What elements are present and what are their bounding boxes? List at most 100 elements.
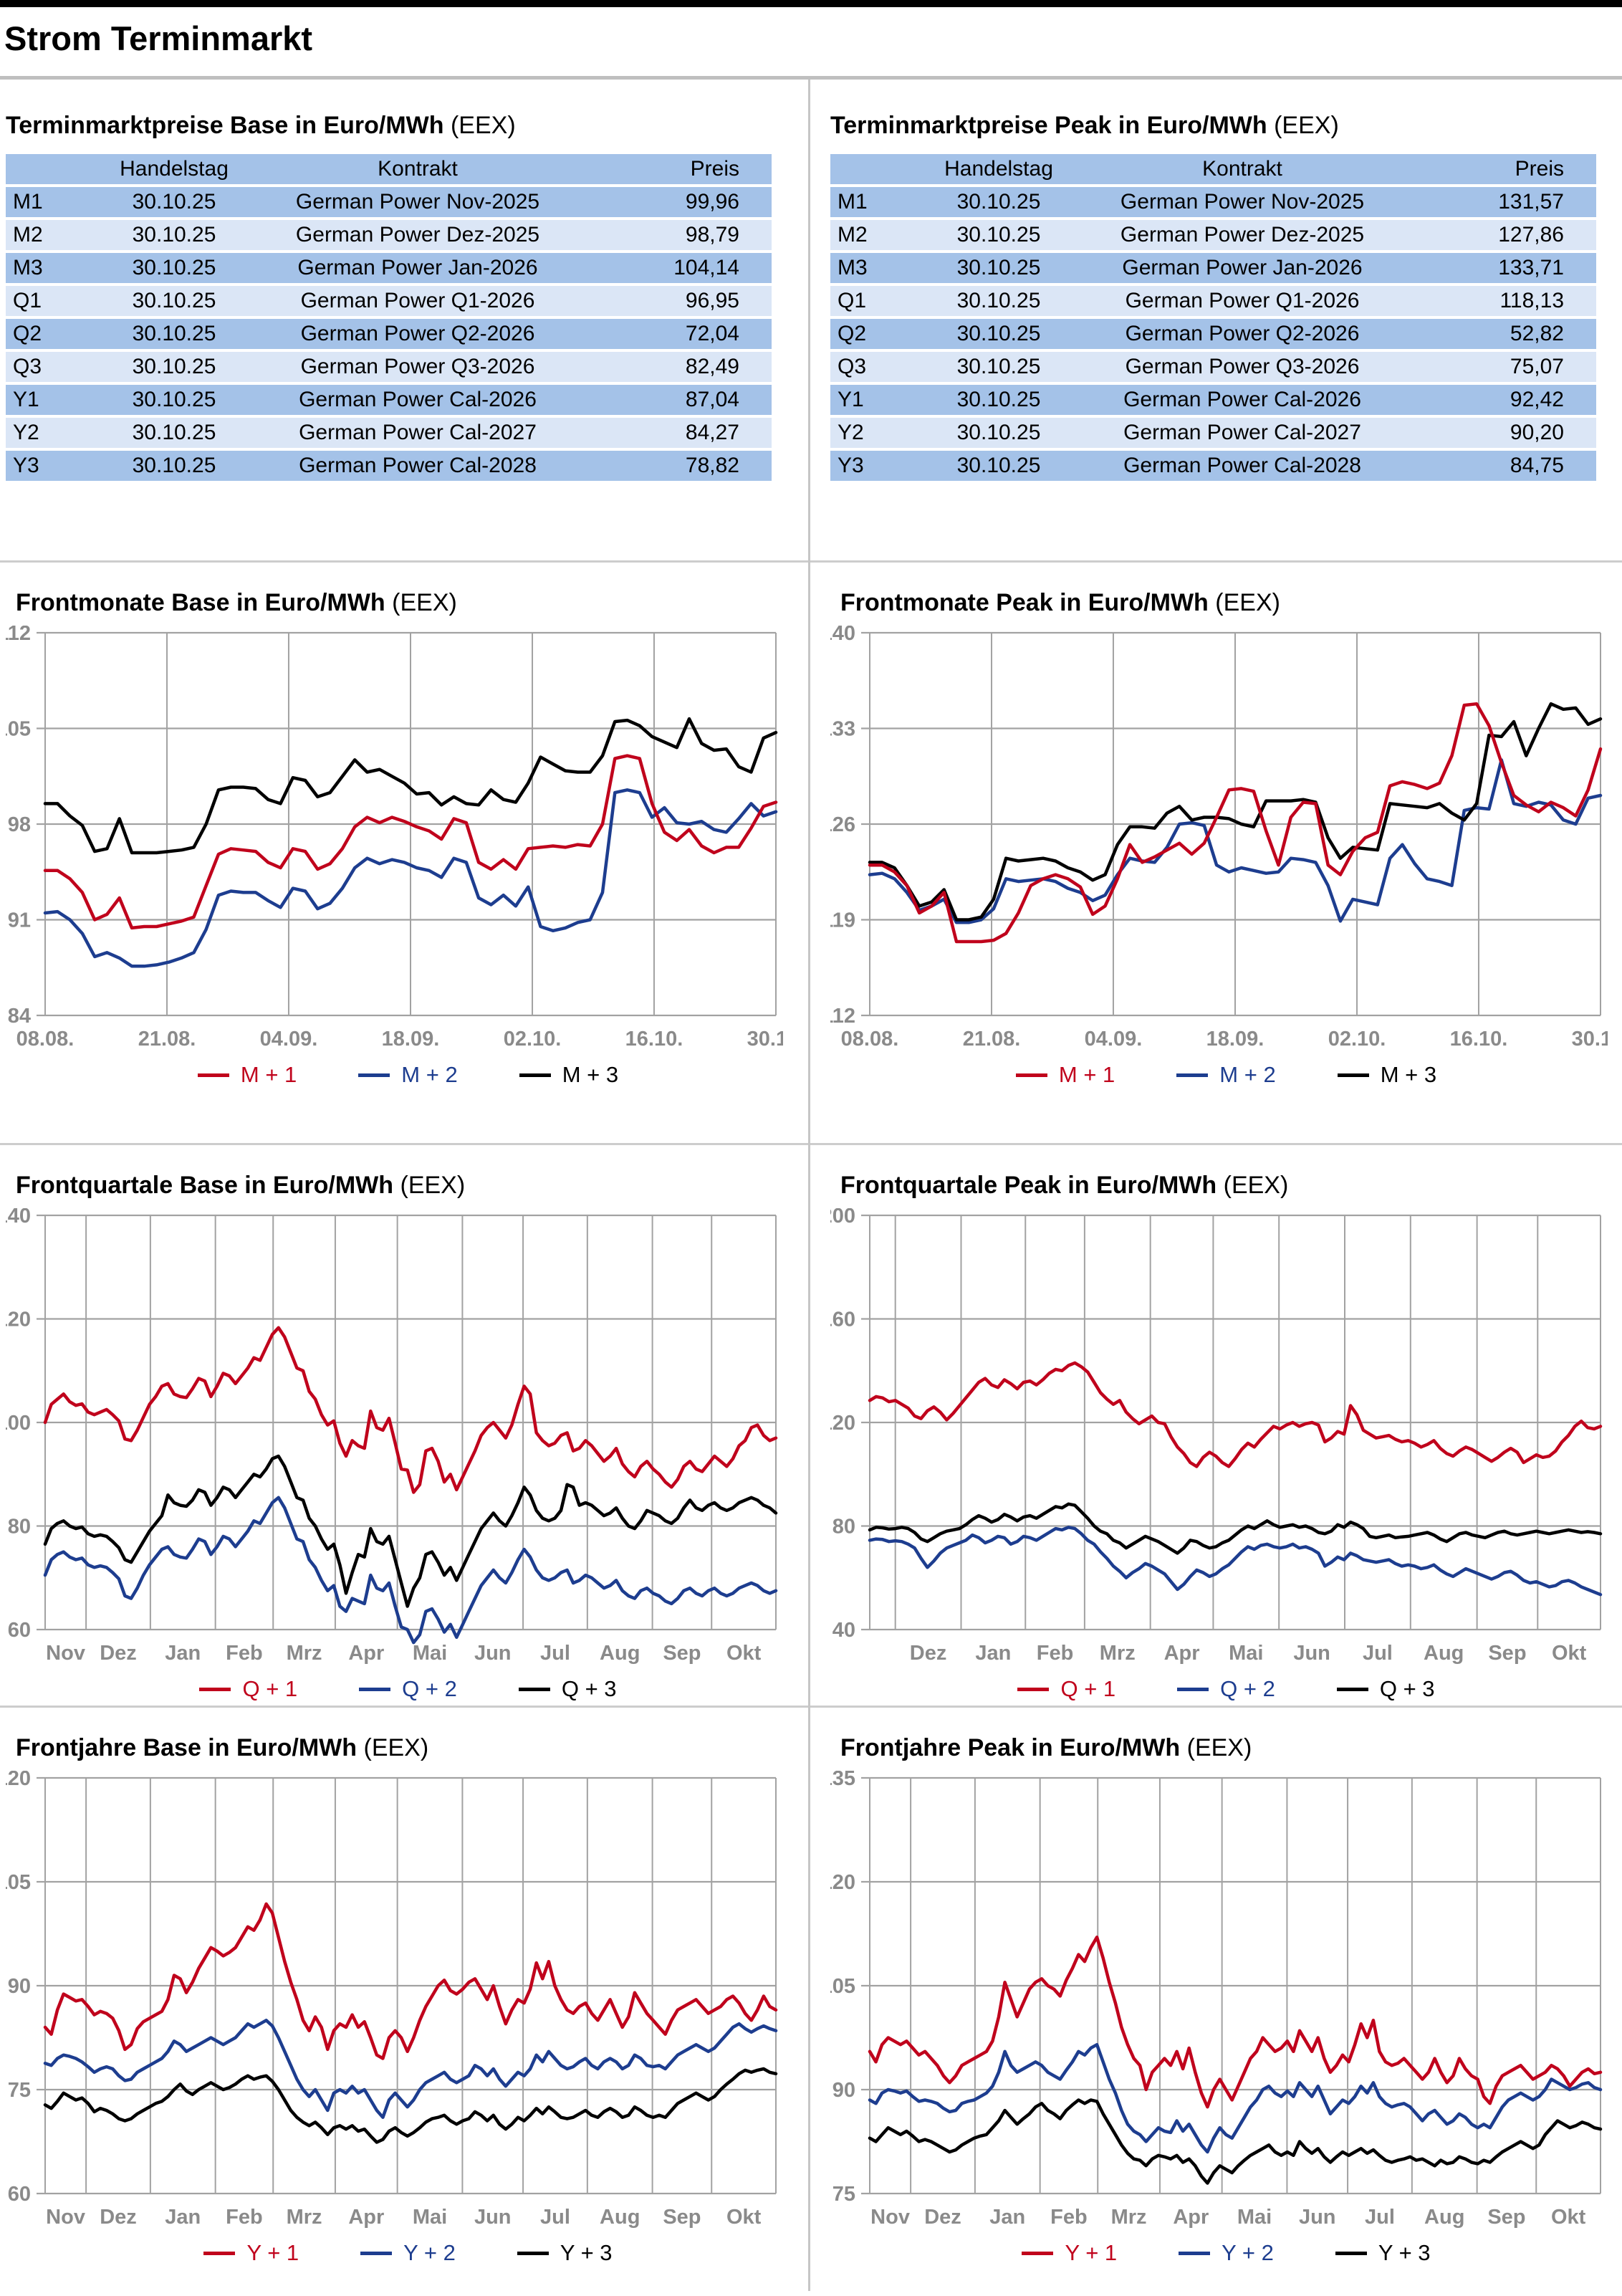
axis-tick-label: Apr bbox=[348, 1642, 384, 1665]
frontjahre-base-title-text: Frontjahre Base in Euro/MWh bbox=[16, 1733, 357, 1761]
table-row-cell: 30.10.25 bbox=[81, 220, 267, 251]
axis-tick-label: Aug bbox=[1424, 2206, 1464, 2229]
table-row-cell: Q1 bbox=[830, 286, 906, 317]
table-row: Y2 30.10.25 German Power Cal-2027 84,27 bbox=[6, 418, 772, 449]
table-row-cell: German Power Cal-2026 bbox=[1092, 385, 1393, 416]
base-price-table: Handelstag Kontrakt Preis M1 30.10.25 German … bbox=[6, 151, 772, 484]
table-row-cell: 30.10.25 bbox=[81, 418, 267, 449]
table-row-cell: 99,96 bbox=[568, 187, 772, 218]
table-row: Y2 30.10.25 German Power Cal-2027 90,20 bbox=[830, 418, 1596, 449]
axis-tick-label: Jan bbox=[975, 1642, 1011, 1665]
axis-tick-label: 75 bbox=[8, 2079, 31, 2102]
frontquartale-peak-panel: Frontquartale Peak in Euro/MWh (EEX) 40 8… bbox=[810, 1145, 1622, 1706]
axis-tick-label: Dez bbox=[100, 2206, 137, 2229]
table-row-cell: M3 bbox=[830, 253, 906, 284]
legend-label: M + 2 bbox=[1219, 1062, 1276, 1088]
frontjahre-peak-series-Y+3 bbox=[868, 2098, 1603, 2186]
frontquartale-peak-series-Q+2 bbox=[868, 1526, 1603, 1597]
axis-tick-label: 04.09. bbox=[260, 1028, 318, 1051]
frontmonate-base-title-text: Frontmonate Base in Euro/MWh bbox=[16, 588, 385, 616]
table-header-row-cell: Kontrakt bbox=[1092, 154, 1393, 185]
table-row-cell: German Power Dez-2025 bbox=[1092, 220, 1393, 251]
table-row-cell: 30.10.25 bbox=[81, 319, 267, 350]
table-row-cell: Q1 bbox=[6, 286, 81, 317]
frontquartale-peak-title-text: Frontquartale Peak in Euro/MWh bbox=[840, 1171, 1217, 1199]
axis-tick-label: Sep bbox=[1487, 2206, 1525, 2229]
legend-item: Q + 3 bbox=[1336, 1676, 1435, 1702]
frontquartale-base-plot: 60 80 100 120 140 Nov Dez Jan Feb Mrz Apr Mai Jun Jul… bbox=[0, 1205, 778, 1665]
axis-tick-label: 120 bbox=[6, 1771, 31, 1790]
peak-table-title-suffix: (EEX) bbox=[1274, 111, 1339, 139]
frontjahre-base-title: Frontjahre Base in Euro/MWh (EEX) bbox=[16, 1733, 810, 1763]
frontmonate-peak-title: Frontmonate Peak in Euro/MWh (EEX) bbox=[840, 588, 1622, 618]
frontjahre-peak-legend: Y + 1 Y + 2 Y + 3 bbox=[830, 2240, 1622, 2266]
table-row: Q3 30.10.25 German Power Q3-2026 75,07 bbox=[830, 352, 1596, 383]
axis-tick-label: Okt bbox=[1551, 2206, 1586, 2229]
frontjahre-base-title-suffix: (EEX) bbox=[363, 1733, 429, 1761]
table-row-cell: German Power Cal-2027 bbox=[1092, 418, 1393, 449]
table-header-row-cell bbox=[830, 154, 906, 185]
axis-tick-label: 126 bbox=[830, 813, 855, 836]
table-row-cell: German Power Jan-2026 bbox=[1092, 253, 1393, 284]
axis-tick-label: 60 bbox=[8, 1619, 31, 1642]
table-row-cell: Q2 bbox=[6, 319, 81, 350]
table-row-cell: Y2 bbox=[830, 418, 906, 449]
axis-tick-label: 140 bbox=[830, 626, 855, 645]
axis-tick-label: Sep bbox=[663, 2206, 701, 2229]
axis-tick-label: Okt bbox=[726, 2206, 762, 2229]
frontjahre-peak-title-text: Frontjahre Peak in Euro/MWh bbox=[840, 1733, 1181, 1761]
table-row-cell: M1 bbox=[6, 187, 81, 218]
table-row-cell: German Power Nov-2025 bbox=[1092, 187, 1393, 218]
legend-label: Y + 3 bbox=[1378, 2240, 1431, 2266]
axis-tick-label: Mrz bbox=[287, 1642, 322, 1665]
axis-tick-label: 90 bbox=[832, 2079, 855, 2102]
table-row-cell: 30.10.25 bbox=[906, 451, 1092, 482]
axis-tick-label: 160 bbox=[830, 1309, 855, 1331]
legend-item: Y + 2 bbox=[360, 2240, 456, 2266]
table-row: Q3 30.10.25 German Power Q3-2026 82,49 bbox=[6, 352, 772, 383]
legend-label: Y + 3 bbox=[560, 2240, 613, 2266]
legend-item: M + 2 bbox=[1176, 1062, 1276, 1088]
axis-tick-label: 16.10. bbox=[1450, 1028, 1508, 1051]
table-row: Y1 30.10.25 German Power Cal-2026 87,04 bbox=[6, 385, 772, 416]
legend-label: Q + 1 bbox=[242, 1676, 298, 1702]
table-row-cell: 30.10.25 bbox=[81, 253, 267, 284]
column-divider bbox=[808, 79, 810, 2291]
frontjahre-base-legend: Y + 1 Y + 2 Y + 3 bbox=[6, 2240, 810, 2266]
section-separator bbox=[0, 560, 1622, 563]
legend-line-swatch bbox=[1176, 1073, 1209, 1077]
legend-label: Q + 2 bbox=[1220, 1676, 1275, 1702]
table-row-cell: M2 bbox=[830, 220, 906, 251]
table-row: Q1 30.10.25 German Power Q1-2026 118,13 bbox=[830, 286, 1596, 317]
table-row-cell: 52,82 bbox=[1393, 319, 1596, 350]
frontquartale-base-panel: Frontquartale Base in Euro/MWh (EEX) 60 8… bbox=[0, 1145, 810, 1706]
axis-tick-label: 98 bbox=[8, 813, 31, 836]
legend-label: M + 3 bbox=[562, 1062, 619, 1088]
section-separator bbox=[0, 1142, 1622, 1145]
top-black-bar bbox=[0, 0, 1622, 7]
table-header-row-cell: Preis bbox=[568, 154, 772, 185]
frontmonate-base-title: Frontmonate Base in Euro/MWh (EEX) bbox=[16, 588, 810, 618]
base-table-title-text: Terminmarktpreise Base in Euro/MWh bbox=[6, 111, 444, 139]
axis-tick-label: Jun bbox=[1293, 1642, 1330, 1665]
legend-line-swatch bbox=[1017, 1687, 1050, 1691]
table-row: M3 30.10.25 German Power Jan-2026 104,14 bbox=[6, 253, 772, 284]
table-row-cell: 118,13 bbox=[1393, 286, 1596, 317]
axis-tick-label: Jan bbox=[165, 1642, 201, 1665]
legend-line-swatch bbox=[1015, 1073, 1047, 1077]
axis-tick-label: Aug bbox=[600, 2206, 640, 2229]
legend-line-swatch bbox=[203, 2251, 236, 2255]
axis-tick-label: 04.09. bbox=[1085, 1028, 1143, 1051]
table-row-cell: Y1 bbox=[830, 385, 906, 416]
axis-tick-label: Jul bbox=[540, 1642, 570, 1665]
table-row-cell: 30.10.25 bbox=[81, 385, 267, 416]
legend-label: Y + 2 bbox=[403, 2240, 456, 2266]
legend-label: M + 1 bbox=[240, 1062, 297, 1088]
axis-tick-label: 120 bbox=[6, 1309, 31, 1331]
frontquartale-section: Frontquartale Base in Euro/MWh (EEX) 60 8… bbox=[0, 1145, 1622, 1706]
legend-line-swatch bbox=[517, 2251, 549, 2255]
axis-tick-label: Dez bbox=[910, 1642, 947, 1665]
table-row: Q1 30.10.25 German Power Q1-2026 96,95 bbox=[6, 286, 772, 317]
legend-line-swatch bbox=[1337, 1073, 1369, 1077]
legend-item: Q + 1 bbox=[1017, 1676, 1115, 1702]
